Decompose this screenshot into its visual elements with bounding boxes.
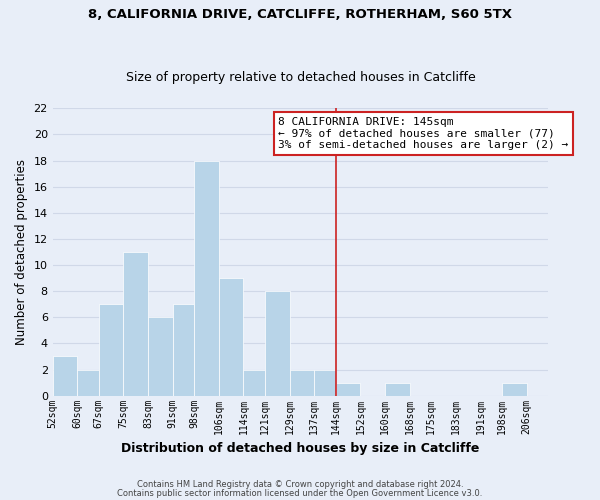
Bar — [173, 304, 194, 396]
Bar — [502, 382, 527, 396]
Bar — [148, 318, 173, 396]
Text: 8 CALIFORNIA DRIVE: 145sqm
← 97% of detached houses are smaller (77)
3% of semi-: 8 CALIFORNIA DRIVE: 145sqm ← 97% of deta… — [278, 117, 568, 150]
Text: 8, CALIFORNIA DRIVE, CATCLIFFE, ROTHERHAM, S60 5TX: 8, CALIFORNIA DRIVE, CATCLIFFE, ROTHERHA… — [88, 8, 512, 20]
Bar — [336, 382, 361, 396]
Bar — [194, 160, 219, 396]
Title: Size of property relative to detached houses in Catcliffe: Size of property relative to detached ho… — [125, 70, 475, 84]
Bar — [124, 252, 148, 396]
Bar — [77, 370, 99, 396]
Bar — [99, 304, 124, 396]
Text: Contains HM Land Registry data © Crown copyright and database right 2024.: Contains HM Land Registry data © Crown c… — [137, 480, 463, 489]
Bar — [244, 370, 265, 396]
Bar — [265, 291, 290, 396]
Bar — [219, 278, 244, 396]
Bar — [314, 370, 336, 396]
X-axis label: Distribution of detached houses by size in Catcliffe: Distribution of detached houses by size … — [121, 442, 479, 455]
Bar — [290, 370, 314, 396]
Bar — [53, 356, 77, 396]
Y-axis label: Number of detached properties: Number of detached properties — [15, 159, 28, 345]
Bar — [385, 382, 410, 396]
Text: Contains public sector information licensed under the Open Government Licence v3: Contains public sector information licen… — [118, 489, 482, 498]
